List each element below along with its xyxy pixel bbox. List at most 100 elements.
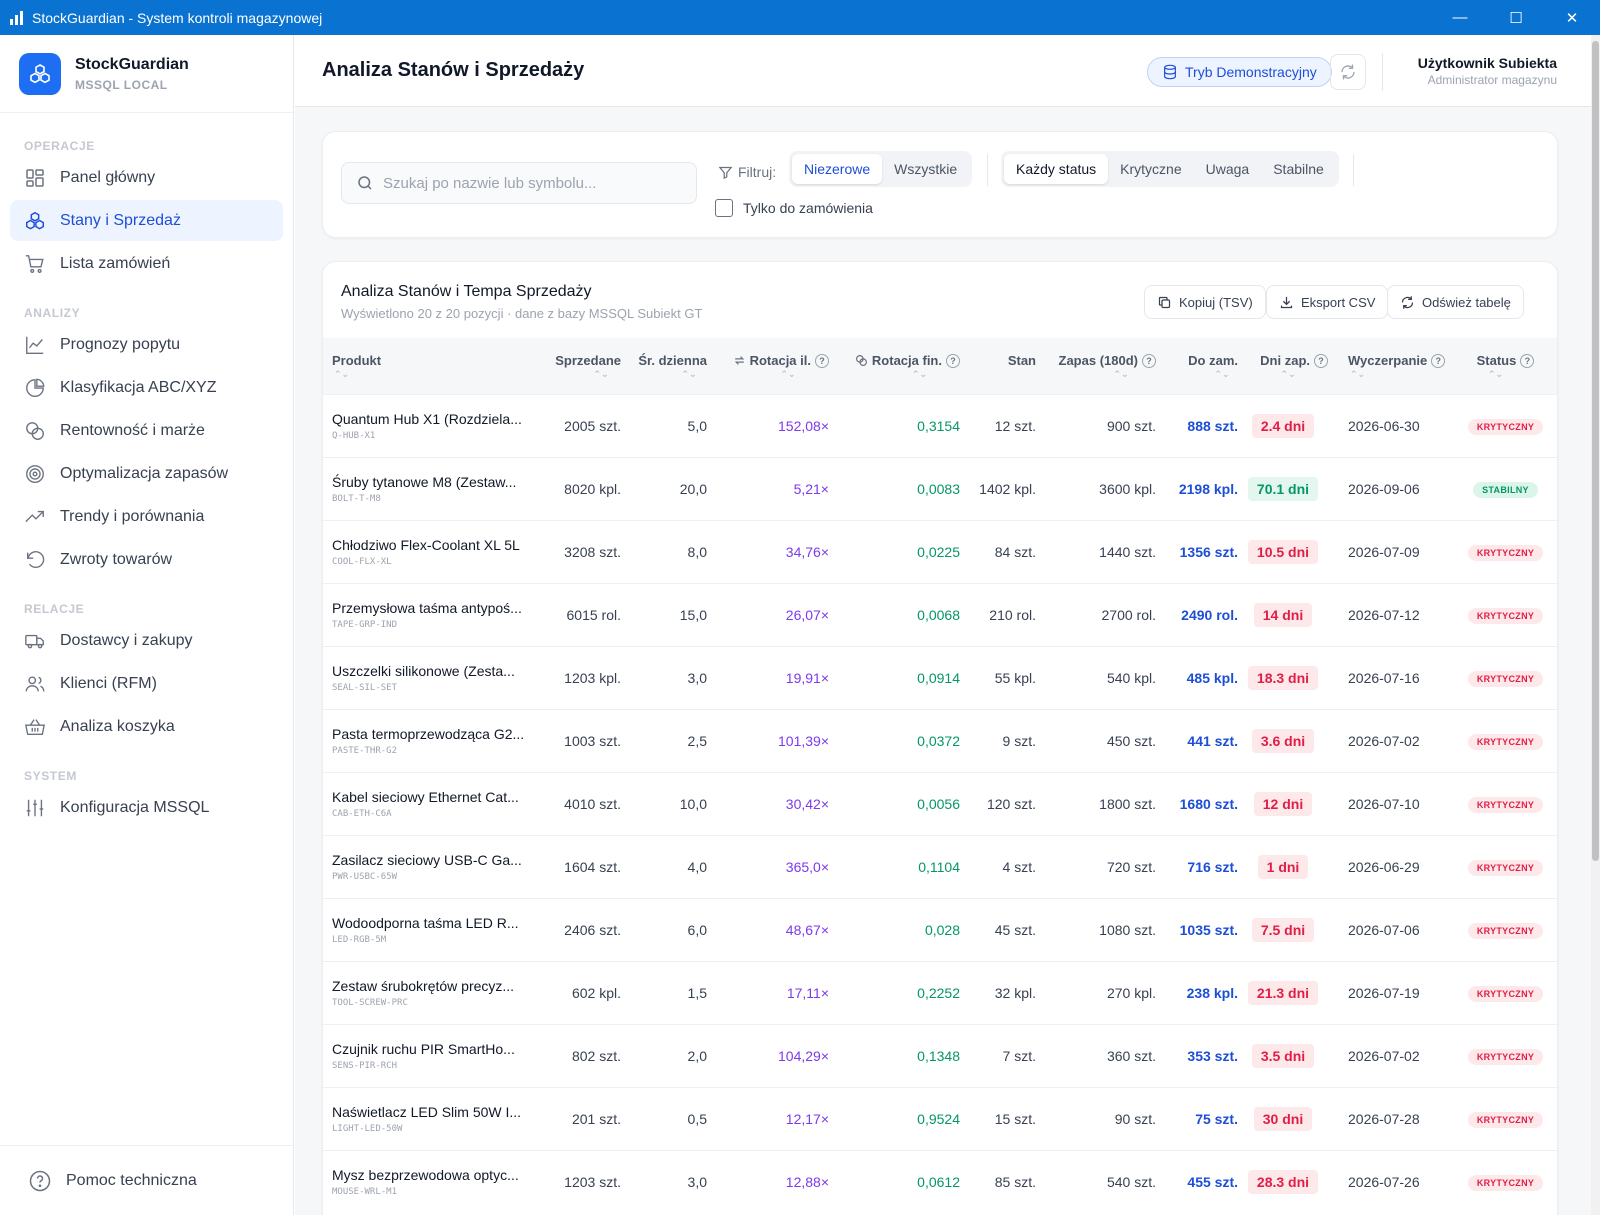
sidebar-item-label: Klienci (RFM) (60, 674, 157, 692)
sidebar-item-dostawcy[interactable]: Dostawcy i zakupy (10, 620, 283, 661)
toggle-wszystkie[interactable]: Wszystkie (894, 161, 958, 177)
cell-rotation-fin: 0,0068 (917, 606, 960, 623)
help-link[interactable]: Pomoc techniczna (0, 1145, 293, 1215)
cell-date: 2026-07-19 (1348, 984, 1420, 1001)
table-row[interactable]: Chłodziwo Flex-Coolant XL 5L COOL-FLX-XL 3… (323, 520, 1557, 583)
col-sprzedane[interactable]: Sprzedane ⌃⌄ (531, 338, 621, 394)
table-row[interactable]: Quantum Hub X1 (Rozdziela... Q-HUB-X1 2005… (323, 394, 1557, 457)
sidebar-item-stany[interactable]: Stany i Sprzedaż (10, 200, 283, 241)
table-row[interactable]: Mysz bezprzewodowa optyc... MOUSE-WRL-M1 1… (323, 1150, 1557, 1213)
sidebar-item-trendy[interactable]: Trendy i porównania (10, 496, 283, 537)
checkbox-box[interactable] (715, 199, 733, 217)
cell-rotation-fin: 0,0612 (917, 1173, 960, 1190)
table-row[interactable]: Pasta termoprzewodząca G2... PASTE-THR-G2… (323, 709, 1557, 772)
table-row[interactable]: Przemysłowa taśma antypoś... TAPE-GRP-IND… (323, 583, 1557, 646)
col-dni-zap[interactable]: Dni zap. ? ⌃⌄ (1238, 338, 1328, 394)
page-scrollbar[interactable] (1591, 35, 1600, 1215)
cell-avg: 1,5 (687, 984, 707, 1001)
table-row[interactable]: Naświetlacz LED Slim 50W I... LIGHT-LED-5… (323, 1087, 1557, 1150)
demo-mode-badge[interactable]: Tryb Demonstracyjny (1147, 57, 1332, 87)
help-circle-icon (28, 1169, 52, 1193)
refresh-table-button[interactable]: Odśwież tabelę (1387, 285, 1524, 319)
sidebar-item-koszyk[interactable]: Analiza koszyka (10, 706, 283, 747)
cell-date: 2026-07-06 (1348, 921, 1420, 938)
checkbox-label: Tylko do zamówienia (743, 200, 873, 216)
toggle-stabilne[interactable]: Stabilne (1273, 161, 1324, 177)
table-row[interactable]: Czujnik ruchu PIR SmartHo... SENS-PIR-RCH… (323, 1024, 1557, 1087)
table-subtitle: Wyświetlono 20 z 20 pozycji · dane z baz… (341, 306, 703, 321)
brand-subtitle: MSSQL LOCAL (75, 77, 168, 92)
cell-status: KRYTYCZNY (1452, 394, 1557, 457)
cell-sold: 4010 szt. (564, 795, 621, 812)
sidebar-item-optymalizacja[interactable]: Optymalizacja zapasów (10, 453, 283, 494)
sidebar-item-zwroty[interactable]: Zwroty towarów (10, 539, 283, 580)
help-icon[interactable]: ? (1520, 353, 1535, 368)
cell-product: Przemysłowa taśma antypoś... TAPE-GRP-IND (323, 583, 531, 646)
product-name: Wodoodporna taśma LED R... (332, 914, 519, 931)
sidebar-item-rentownosc[interactable]: Rentowność i marże (10, 410, 283, 451)
toggle-uwaga[interactable]: Uwaga (1205, 161, 1250, 177)
scrollbar-thumb[interactable] (1592, 41, 1599, 861)
col-zapas[interactable]: Zapas (180d) ? ⌃⌄ (1036, 338, 1156, 394)
table-row[interactable]: Wodoodporna taśma LED R... LED-RGB-5M 2406… (323, 898, 1557, 961)
sidebar-item-abc[interactable]: Klasyfikacja ABC/XYZ (10, 367, 283, 408)
toggle-krytyczne[interactable]: Krytyczne (1120, 161, 1182, 177)
search-input[interactable]: Szukaj po nazwie lub symbolu... (341, 162, 697, 204)
toggle-niezerowe[interactable]: Niezerowe (792, 154, 883, 184)
col-produkt[interactable]: Produkt ⌃⌄ (323, 338, 531, 394)
product-sku: MOUSE-WRL-M1 (332, 1186, 398, 1197)
help-icon[interactable]: ? (815, 353, 829, 368)
table-row[interactable]: Kabel sieciowy Ethernet Cat... CAB-ETH-C6… (323, 772, 1557, 835)
cell-zapas: 1080 szt. (1099, 921, 1156, 938)
table-row[interactable]: Zasilacz sieciowy USB-C Ga... PWR-USBC-65… (323, 835, 1557, 898)
maximize-button[interactable]: ☐ (1509, 9, 1523, 27)
close-button[interactable]: ✕ (1565, 9, 1579, 27)
refresh-button[interactable] (1330, 54, 1366, 90)
cell-days: 14 dni (1238, 583, 1328, 646)
sidebar-item-klienci[interactable]: Klienci (RFM) (10, 663, 283, 704)
col-sr-dzienna[interactable]: Śr. dzienna ⌃⌄ (621, 338, 707, 394)
sidebar-item-prognozy[interactable]: Prognozy popytu (10, 324, 283, 365)
toggle-kazdy-status[interactable]: Każdy status (1004, 154, 1109, 184)
cell-rotation-qty: 48,67× (785, 921, 829, 938)
export-csv-button[interactable]: Eksport CSV (1266, 285, 1389, 319)
title-bar: StockGuardian - System kontroli magazyno… (0, 0, 1600, 35)
sidebar-item-konfiguracja[interactable]: Konfiguracja MSSQL (10, 787, 283, 828)
sidebar-item-panel[interactable]: Panel główny (10, 157, 283, 198)
table-row[interactable]: Śruby tytanowe M8 (Zestaw... BOLT-T-M8 802… (323, 457, 1557, 520)
sort-icon: ⌃⌄ (911, 369, 928, 379)
help-icon[interactable]: ? (1142, 353, 1156, 368)
copy-tsv-button[interactable]: Kopiuj (TSV) (1144, 285, 1266, 319)
cell-to-order: 1356 szt. (1179, 543, 1238, 560)
status-badge: KRYTYCZNY (1467, 1174, 1544, 1191)
cell-to-order: 716 szt. (1187, 858, 1238, 875)
only-to-order-checkbox[interactable]: Tylko do zamówienia (715, 199, 873, 217)
col-wyczerpanie[interactable]: Wyczerpanie ? ⌃⌄ (1328, 338, 1452, 394)
cell-zapas: 450 szt. (1106, 732, 1156, 749)
table-row[interactable]: Uszczelki silikonowe (Zesta... SEAL-SIL-S… (323, 646, 1557, 709)
col-status[interactable]: Status ? ⌃⌄ (1452, 338, 1557, 394)
cell-sold: 802 szt. (571, 1047, 621, 1064)
col-rotacja-il[interactable]: Rotacja il. ? ⌃⌄ (707, 338, 829, 394)
col-rotacja-fin[interactable]: Rotacja fin. ? ⌃⌄ (829, 338, 960, 394)
cell-stock: 85 szt. (994, 1173, 1036, 1190)
user-info[interactable]: Użytkownik Subiekta Administrator magazy… (1418, 55, 1557, 87)
sidebar-item-label: Optymalizacja zapasów (60, 464, 229, 482)
sidebar-item-zamowienia[interactable]: Lista zamówień (10, 243, 283, 284)
minimize-button[interactable]: — (1452, 9, 1468, 26)
col-stan[interactable]: Stan (960, 338, 1036, 394)
cell-stock: 4 szt. (1002, 858, 1036, 875)
status-badge: KRYTYCZNY (1467, 859, 1544, 876)
app-chart-icon (10, 10, 24, 25)
cell-days: 18.3 dni (1238, 646, 1328, 709)
cell-zapas: 1440 szt. (1099, 543, 1156, 560)
table-row[interactable]: Zestaw śrubokrętów precyz... TOOL-SCREW-P… (323, 961, 1557, 1024)
cell-avg: 0,5 (687, 1110, 707, 1127)
help-icon[interactable]: ? (946, 353, 960, 368)
help-icon[interactable]: ? (1431, 353, 1446, 368)
col-do-zam[interactable]: Do zam. ⌃⌄ (1156, 338, 1238, 394)
cell-to-order: 353 szt. (1187, 1047, 1238, 1064)
filter-divider (1353, 154, 1354, 186)
cubes-icon (24, 210, 46, 232)
help-icon[interactable]: ? (1314, 353, 1328, 368)
